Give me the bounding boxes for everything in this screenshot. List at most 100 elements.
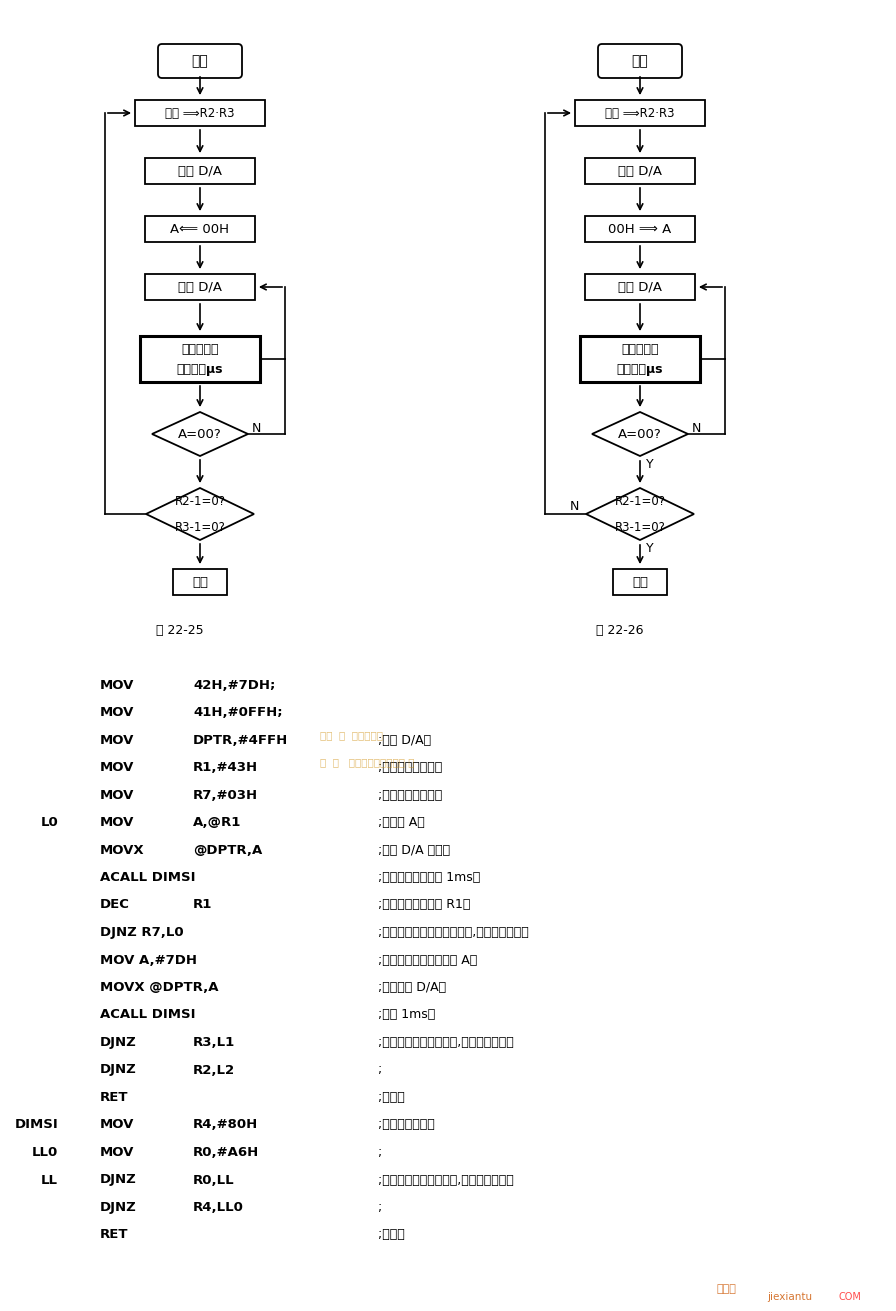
Text: DIMSI: DIMSI [14,1118,58,1131]
Text: 返回: 返回 [192,576,208,589]
Bar [585,159,695,184]
Text: ;选通 D/A。: ;选通 D/A。 [378,733,431,746]
Text: R2-1=0?: R2-1=0? [175,494,226,507]
Text: R1: R1 [193,898,212,911]
Text: R0,#A6H: R0,#A6H [193,1146,259,1159]
Text: @DPTR,A: @DPTR,A [193,843,263,856]
Text: ;将下一阶段波形参数送 A。: ;将下一阶段波形参数送 A。 [378,953,478,966]
Text: DJNZ: DJNZ [100,1173,137,1186]
Text: ;将下一单元地址送 R1。: ;将下一单元地址送 R1。 [378,898,470,911]
Text: MOV: MOV [100,788,134,801]
Text: N: N [692,422,701,434]
Bar [575,100,705,126]
Text: LL: LL [41,1173,58,1186]
Text: R1,#43H: R1,#43H [193,760,258,773]
Text: A=00?: A=00? [178,427,222,440]
Text: 接线图: 接线图 [716,1283,736,1294]
Text: MOV: MOV [100,815,134,829]
Bar [173,569,227,595]
Text: A⟸ 00H: A⟸ 00H [170,223,229,236]
Text: MOVX @DPTR,A: MOVX @DPTR,A [100,981,219,994]
Text: MOV A,#7DH: MOV A,#7DH [100,953,197,966]
Text: 波数 ⟹R2·R3: 波数 ⟹R2·R3 [165,106,235,119]
Text: N: N [251,422,261,434]
Text: ;: ; [378,1146,383,1159]
Text: 开始: 开始 [632,54,649,68]
Text: ;送脉冲初值地址。: ;送脉冲初值地址。 [378,760,443,773]
Text: ;地址送 A。: ;地址送 A。 [378,815,425,829]
Bar [145,274,255,300]
Text: DEC: DEC [100,898,130,911]
Text: ;: ; [378,1201,383,1214]
Text: DJNZ: DJNZ [100,1036,137,1049]
Text: MOVX: MOVX [100,843,144,856]
Text: R4,LL0: R4,LL0 [193,1201,244,1214]
Text: ;返回。: ;返回。 [378,1228,405,1242]
Text: ACALL DIMSI: ACALL DIMSI [100,1008,195,1021]
Text: ;若波数与预置波数不等,继续执行程序。: ;若波数与预置波数不等,继续执行程序。 [378,1036,513,1049]
Text: 41H,#0FFH;: 41H,#0FFH; [193,707,282,718]
Bar [145,159,255,184]
Text: DPTR,#4FFH: DPTR,#4FFH [193,733,289,746]
Text: 启动 D/A: 启动 D/A [178,281,222,294]
Text: 全  球   送脉冲初值地址。网 站: 全 球 送脉冲初值地址。网 站 [320,758,415,767]
Text: R7,#03H: R7,#03H [193,788,258,801]
Text: jiexiantu: jiexiantu [768,1293,813,1302]
Text: R3,L1: R3,L1 [193,1036,236,1049]
Text: ;启动 D/A 转换。: ;启动 D/A 转换。 [378,843,450,856]
Text: R0,LL: R0,LL [193,1173,235,1186]
Bar [145,216,255,243]
Text: MOV: MOV [100,760,134,773]
Text: R3-1=0?: R3-1=0? [615,520,666,534]
Text: R2,L2: R2,L2 [193,1063,235,1076]
Text: ;返回。: ;返回。 [378,1091,405,1104]
Text: 杭州  绿  电子市场网: 杭州 绿 电子市场网 [320,730,383,739]
Text: ;若时间与预置常数不等,继续执行程序。: ;若时间与预置常数不等,继续执行程序。 [378,1173,513,1186]
Text: ;调延时子程序延时 1ms。: ;调延时子程序延时 1ms。 [378,871,480,884]
Text: RET: RET [100,1228,128,1242]
Bar [135,100,265,126]
Text: COM: COM [839,1293,861,1302]
Text: 42H,#7DH;: 42H,#7DH; [193,679,275,691]
Text: ;若与预置波形上升阶数不等,继续执行程序。: ;若与预置波形上升阶数不等,继续执行程序。 [378,926,529,939]
Text: A=00?: A=00? [618,427,662,440]
Text: LL0: LL0 [31,1146,58,1159]
Text: 选通 D/A: 选通 D/A [618,164,662,177]
Text: Y: Y [646,458,654,471]
Bar [140,336,260,382]
Bar [580,336,700,382]
Text: 波数 ⟹R2·R3: 波数 ⟹R2·R3 [606,106,675,119]
Bar [585,216,695,243]
Text: ;置波形上升阶段。: ;置波形上升阶段。 [378,788,443,801]
Text: 延时若干μs: 延时若干μs [177,363,223,375]
Text: N: N [569,499,579,513]
Text: RET: RET [100,1091,128,1104]
Text: DJNZ: DJNZ [100,1063,137,1076]
Text: L0: L0 [40,815,58,829]
Text: ACALL DIMSI: ACALL DIMSI [100,871,195,884]
Text: R2-1=0?: R2-1=0? [615,494,666,507]
Text: 选通 D/A: 选通 D/A [178,164,222,177]
Text: MOV: MOV [100,1146,134,1159]
FancyBboxPatch shape [598,45,682,77]
Text: ;重新启动 D/A。: ;重新启动 D/A。 [378,981,446,994]
Text: MOV: MOV [100,733,134,746]
Text: 00H ⟹ A: 00H ⟹ A [608,223,672,236]
Text: 置方波宽度: 置方波宽度 [621,342,659,355]
Text: 返回: 返回 [632,576,648,589]
Text: ;延时 1ms。: ;延时 1ms。 [378,1008,435,1021]
Text: 启动 D/A: 启动 D/A [618,281,662,294]
Text: MOV: MOV [100,1118,134,1131]
Bar [585,274,695,300]
FancyBboxPatch shape [158,45,242,77]
Text: MOV: MOV [100,679,134,691]
Text: ;: ; [378,1063,383,1076]
Text: 图 22-25: 图 22-25 [156,624,203,637]
Text: R3-1=0?: R3-1=0? [175,520,226,534]
Text: A,@R1: A,@R1 [193,815,241,829]
Text: 图 22-26: 图 22-26 [596,624,643,637]
Text: 开始: 开始 [192,54,209,68]
Bar [613,569,667,595]
Text: ;预置时间常数。: ;预置时间常数。 [378,1118,435,1131]
Text: DJNZ: DJNZ [100,1201,137,1214]
